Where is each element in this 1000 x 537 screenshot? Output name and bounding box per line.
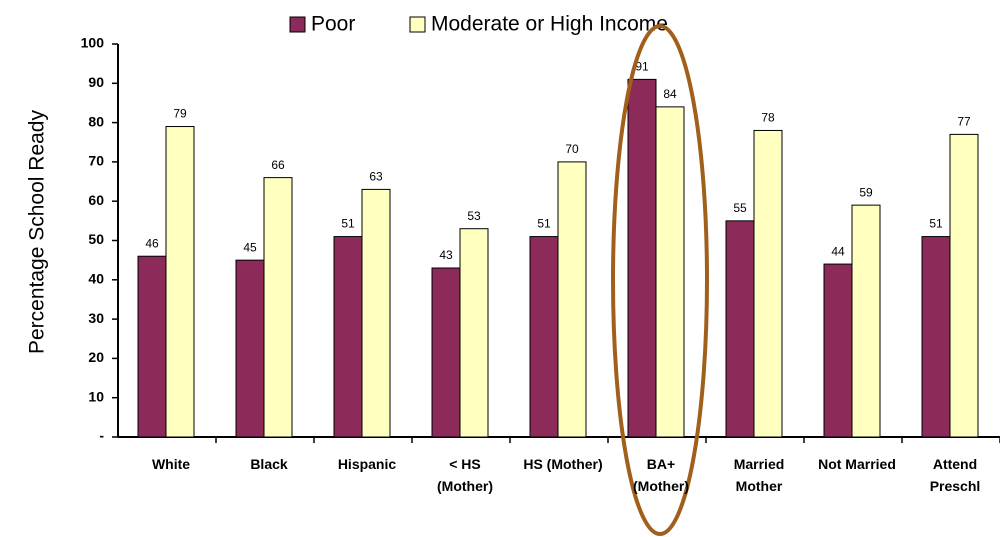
data-label: 46 (145, 236, 159, 250)
data-label: 51 (929, 217, 943, 231)
data-label: 51 (341, 217, 355, 231)
bar (263, 177, 293, 438)
x-tick-label: Not Married (818, 456, 896, 472)
bar (655, 106, 685, 438)
x-tick-label: Married Mother (733, 456, 785, 494)
bar (823, 263, 853, 438)
data-label: 44 (831, 244, 845, 258)
data-label: 78 (761, 111, 775, 125)
x-tick-label: Attend Preschl (929, 456, 981, 494)
bar (627, 78, 657, 438)
bar (361, 188, 391, 438)
data-label: 53 (467, 209, 481, 223)
y-tick-label: 40 (88, 271, 104, 287)
data-label: 66 (271, 158, 285, 172)
y-tick-label: 20 (88, 349, 104, 365)
x-tick-label: White (151, 456, 191, 472)
y-tick-label: 30 (88, 310, 104, 326)
x-tick-label: HS (Mother) (523, 456, 603, 472)
bar (431, 267, 461, 438)
data-label: 59 (859, 185, 873, 199)
x-tick-label: BA+ (Mother) (633, 456, 689, 494)
x-tick-label: < HS (Mother) (437, 456, 493, 494)
legend-swatch (289, 16, 306, 33)
y-tick-label: 60 (88, 192, 104, 208)
y-tick-label: 90 (88, 74, 104, 90)
data-label: 91 (635, 60, 649, 74)
data-label: 51 (537, 217, 551, 231)
bar (235, 259, 265, 438)
bar (921, 236, 951, 438)
legend-label: Moderate or High Income (431, 13, 668, 36)
bar (557, 161, 587, 438)
data-label: 70 (565, 142, 579, 156)
bar (529, 236, 559, 438)
data-label: 84 (663, 87, 677, 101)
bar (949, 133, 979, 438)
legend-label: Poor (311, 13, 355, 36)
data-label: 79 (173, 107, 187, 121)
y-axis-label: Percentage School Ready (26, 110, 49, 354)
y-tick-label: 70 (88, 153, 104, 169)
bar (851, 204, 881, 438)
y-tick-label: 80 (88, 113, 104, 129)
bar (165, 126, 195, 438)
y-tick-label: - (99, 428, 104, 444)
y-tick-label: 100 (81, 35, 105, 51)
y-tick-label: 10 (88, 388, 104, 404)
bar (725, 220, 755, 438)
bar (459, 228, 489, 438)
x-tick-label: Hispanic (337, 456, 397, 472)
data-label: 45 (243, 240, 257, 254)
data-label: 77 (957, 115, 971, 129)
y-tick-label: 50 (88, 231, 104, 247)
data-label: 63 (369, 170, 383, 184)
highlight-ellipse (611, 24, 709, 536)
x-tick-label: Black (250, 456, 288, 472)
bar (333, 236, 363, 438)
bar (137, 255, 167, 438)
bar (753, 129, 783, 438)
data-label: 55 (733, 201, 747, 215)
data-label: 43 (439, 248, 453, 262)
legend-swatch (409, 16, 426, 33)
